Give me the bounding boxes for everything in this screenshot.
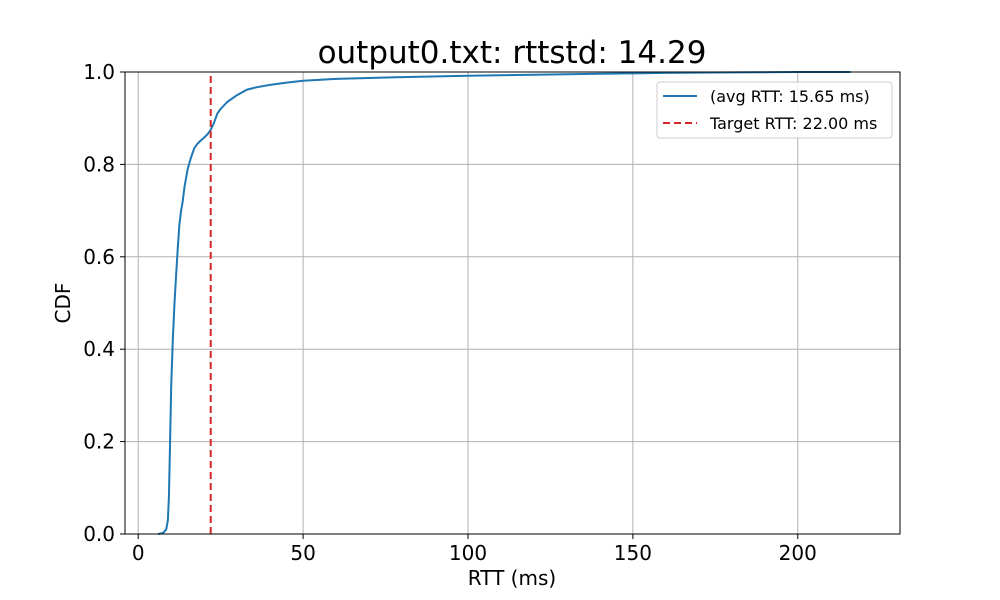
- y-tick-label: 0.0: [83, 522, 115, 546]
- y-tick-label: 0.6: [83, 245, 115, 269]
- chart-title: output0.txt: rttstd: 14.29: [318, 35, 707, 71]
- plot-frame: [124, 71, 901, 535]
- x-tick-label: 50: [290, 541, 315, 565]
- y-tick-label: 0.2: [83, 430, 115, 454]
- x-tick-label: 150: [614, 541, 652, 565]
- legend: (avg RTT: 15.65 ms) Target RTT: 22.00 ms: [656, 81, 893, 139]
- y-tick-label: 1.0: [83, 60, 115, 84]
- x-axis-label: RTT (ms): [468, 566, 556, 590]
- x-tick-label: 200: [779, 541, 817, 565]
- legend-box: [656, 81, 893, 139]
- grid: [125, 71, 900, 535]
- series-layer: [157, 71, 851, 535]
- axis-ticks: 0 50 100 150 200 0.0 0.2 0.4 0.6 0.8 1.0: [83, 60, 817, 565]
- legend-label: Target RTT: 22.00 ms: [709, 114, 877, 133]
- y-axis-label: CDF: [51, 283, 75, 324]
- y-tick-label: 0.8: [83, 152, 115, 176]
- legend-label: (avg RTT: 15.65 ms): [710, 87, 870, 106]
- x-tick-label: 0: [132, 541, 145, 565]
- y-tick-label: 0.4: [83, 337, 115, 361]
- x-tick-label: 100: [449, 541, 487, 565]
- cdf-series-line: [157, 71, 851, 535]
